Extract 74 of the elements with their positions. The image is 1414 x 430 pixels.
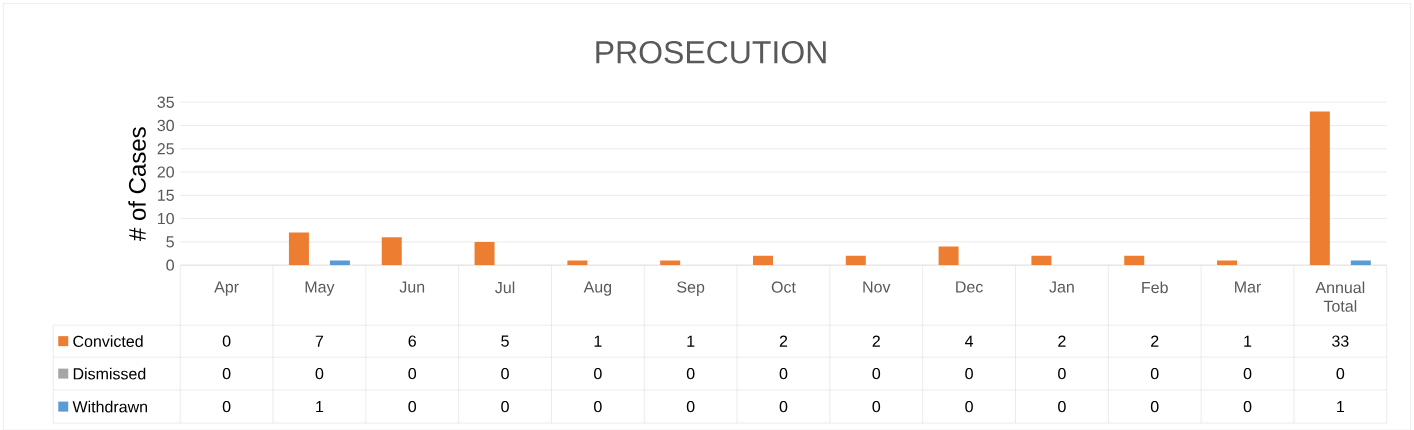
- y-tick-label: 5: [166, 236, 174, 248]
- data-label: 0: [408, 367, 417, 380]
- data-label: 0: [686, 400, 695, 413]
- y-tick-label: 15: [158, 189, 174, 201]
- data-label: 0: [872, 400, 881, 413]
- x-tick-label: Apr: [214, 281, 239, 296]
- x-tick-label: Oct: [771, 281, 796, 293]
- bar: [845, 255, 866, 265]
- x-tick-label: Sep: [677, 281, 705, 296]
- bar: [938, 246, 959, 265]
- bar: [288, 232, 309, 265]
- data-label: 0: [1243, 367, 1252, 380]
- data-label: 1: [316, 400, 324, 412]
- y-tick-label: 20: [157, 166, 174, 178]
- data-label: 4: [965, 335, 974, 347]
- data-label: 0: [222, 400, 231, 413]
- data-label: 0: [1150, 367, 1159, 380]
- data-label: 0: [965, 367, 973, 380]
- x-tick-label: May: [305, 281, 335, 296]
- data-label: 0: [594, 367, 602, 380]
- data-label: 1: [687, 335, 695, 347]
- y-tick-label: 30: [157, 119, 174, 131]
- data-label: 5: [501, 335, 509, 347]
- data-label: 0: [408, 400, 417, 413]
- y-tick-label: 0: [166, 259, 174, 271]
- data-label: 7: [315, 335, 324, 347]
- y-tick-label: 10: [158, 212, 174, 225]
- x-tick-label: Annual Total: [1315, 281, 1365, 312]
- bar: [1124, 255, 1145, 265]
- bar: [381, 237, 402, 265]
- data-label: 0: [1150, 400, 1159, 413]
- data-label: 0: [1058, 400, 1066, 413]
- data-label: 0: [501, 400, 509, 413]
- data-label: 0: [779, 367, 788, 380]
- data-label: 0: [779, 400, 788, 413]
- data-label: 0: [872, 367, 881, 380]
- legend-label: Dismissed: [73, 367, 146, 380]
- bar: [474, 241, 495, 265]
- data-label: 0: [501, 367, 509, 380]
- x-tick-label: Mar: [1235, 281, 1262, 293]
- legend-label: Withdrawn: [72, 400, 148, 413]
- y-tick-label: 35: [157, 96, 174, 108]
- data-label: 2: [779, 335, 788, 347]
- data-label: 0: [1243, 400, 1252, 413]
- data-label: 0: [1336, 367, 1345, 380]
- x-tick-label: Dec: [956, 281, 983, 293]
- data-label: 2: [1058, 335, 1066, 347]
- x-tick-label: Jan: [1049, 281, 1074, 293]
- bar: [1031, 255, 1052, 265]
- x-tick-label: Jun: [399, 281, 425, 293]
- data-label: 0: [315, 367, 324, 380]
- data-label: 0: [965, 400, 973, 413]
- x-tick-label: Feb: [1142, 281, 1168, 293]
- data-label: 1: [1337, 400, 1344, 412]
- data-label: 0: [1058, 367, 1066, 380]
- bar: [752, 255, 773, 265]
- legend-label: Convicted: [73, 335, 143, 347]
- data-label: 33: [1332, 335, 1349, 347]
- x-tick-label: Aug: [583, 281, 612, 296]
- bar: [1309, 111, 1330, 265]
- data-label: 6: [408, 335, 416, 347]
- chart-title: PROSECUTION: [596, 40, 826, 64]
- y-axis-title: # of Cases: [128, 127, 146, 241]
- data-label: 0: [222, 367, 231, 380]
- x-tick-label: Jul: [495, 281, 515, 293]
- data-label: 0: [222, 335, 231, 347]
- data-label: 0: [594, 400, 602, 413]
- data-label: 2: [1151, 335, 1159, 347]
- y-tick-label: 25: [157, 142, 174, 155]
- x-tick-label: Nov: [863, 281, 891, 293]
- data-label: 0: [686, 367, 695, 380]
- data-label: 1: [1244, 335, 1252, 347]
- data-label: 2: [872, 335, 880, 347]
- data-label: 1: [594, 335, 602, 347]
